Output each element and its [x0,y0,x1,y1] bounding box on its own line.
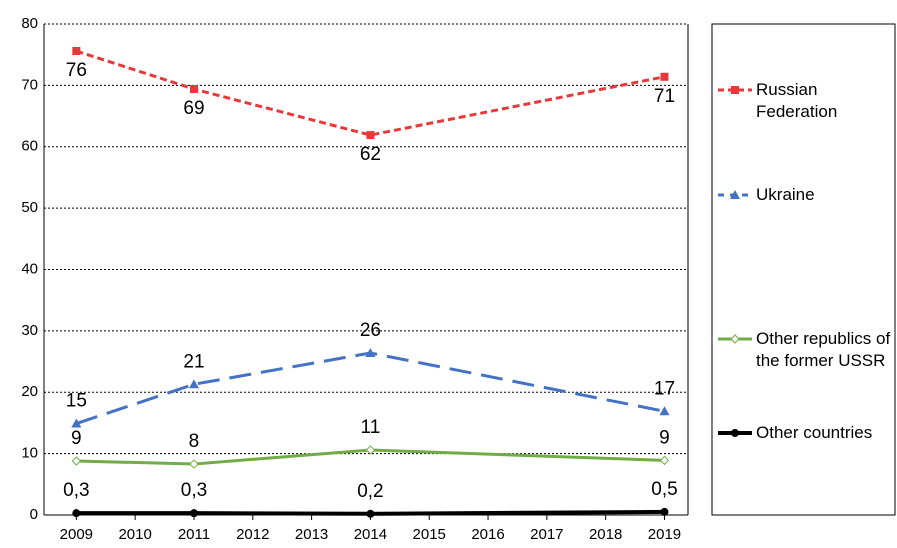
value-label: 0,3 [63,480,89,501]
value-label: 15 [66,391,87,412]
marker [731,86,739,94]
marker [189,509,198,518]
x-tick-label: 2010 [118,526,151,543]
marker [365,445,376,455]
marker [731,429,739,437]
legend-label: Other countries [756,423,873,442]
x-tick-label: 2016 [471,526,504,543]
marker [71,456,82,466]
value-label: 9 [71,428,82,449]
marker [71,418,82,428]
x-tick-label: 2012 [236,526,269,543]
x-tick-label: 2009 [60,526,93,543]
marker [659,455,670,466]
marker [366,131,375,140]
value-label: 21 [183,351,204,372]
y-tick-label: 10 [21,445,38,462]
value-label: 76 [66,60,87,81]
legend-label: Ukraine [756,185,815,204]
value-label: 8 [189,431,200,452]
marker [659,406,670,416]
value-label: 26 [360,320,381,341]
marker [660,507,669,516]
x-tick-label: 2011 [178,526,210,543]
marker [72,47,81,56]
legend-label: Russian Federation [756,80,838,121]
x-tick-label: 2014 [354,526,387,543]
marker [730,190,740,199]
value-label: 62 [360,144,381,165]
legend-label: Other republics of the former USSR [756,329,891,370]
marker [366,509,375,518]
legend-box [711,23,896,516]
marker [730,334,740,344]
x-tick-label: 2019 [648,526,681,543]
value-label: 0,3 [181,480,207,501]
y-tick-label: 60 [21,138,38,155]
y-tick-label: 50 [21,199,38,216]
marker [660,72,669,81]
x-tick-label: 2018 [589,526,622,543]
y-tick-label: 20 [21,383,38,400]
x-tick-label: 2017 [530,526,563,543]
marker [72,509,81,518]
y-tick-label: 80 [21,15,38,32]
marker [188,379,199,389]
series-line [76,448,665,466]
value-label: 71 [654,86,675,107]
value-label: 11 [361,417,381,438]
marker [189,459,199,469]
value-label: 0,5 [651,479,677,500]
x-tick-label: 2015 [413,526,446,543]
value-label: 0,2 [357,481,383,502]
marker [189,85,198,94]
marker [365,347,376,357]
series-line [75,49,665,137]
y-tick-label: 40 [21,260,38,277]
value-label: 9 [659,427,670,448]
y-tick-label: 30 [21,322,38,339]
series-line [75,351,665,425]
x-tick-label: 2013 [295,526,328,543]
y-tick-label: 0 [30,506,38,523]
y-tick-label: 70 [21,76,38,93]
value-label: 69 [183,98,204,119]
value-label: 17 [654,378,675,399]
series-line [76,509,665,516]
